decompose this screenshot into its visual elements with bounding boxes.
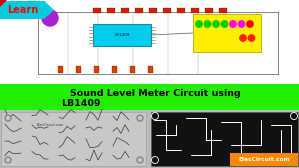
Bar	[219, 8, 227, 13]
Bar	[130, 66, 135, 73]
Bar	[205, 8, 213, 13]
Circle shape	[230, 21, 236, 27]
Bar	[93, 8, 101, 13]
Text: Learn: Learn	[7, 5, 38, 15]
Bar	[0, 0, 299, 84]
Bar	[193, 14, 261, 52]
Bar	[148, 66, 153, 73]
Circle shape	[238, 21, 245, 27]
Circle shape	[204, 21, 211, 27]
Circle shape	[221, 21, 228, 27]
Circle shape	[138, 117, 141, 120]
Circle shape	[7, 117, 10, 120]
Circle shape	[5, 115, 11, 121]
Circle shape	[137, 157, 143, 163]
Bar	[177, 8, 185, 13]
Circle shape	[247, 21, 253, 27]
Circle shape	[196, 21, 202, 27]
Bar	[93, 24, 151, 46]
Bar	[135, 8, 143, 13]
Bar	[149, 8, 157, 13]
Circle shape	[7, 158, 10, 161]
Circle shape	[5, 157, 11, 163]
Circle shape	[248, 35, 255, 41]
Circle shape	[138, 158, 141, 161]
Polygon shape	[0, 0, 7, 7]
Circle shape	[240, 35, 246, 41]
Bar	[191, 8, 199, 13]
Bar	[121, 8, 129, 13]
Circle shape	[42, 10, 58, 26]
Circle shape	[213, 21, 219, 27]
Text: LB1409: LB1409	[61, 99, 100, 108]
Bar	[107, 8, 115, 13]
Text: ElecCircuit.com: ElecCircuit.com	[238, 157, 290, 162]
Text: Sound Level Meter Circuit using: Sound Level Meter Circuit using	[70, 89, 241, 98]
Bar	[76, 66, 81, 73]
Text: LB1409: LB1409	[114, 33, 130, 37]
Bar	[0, 84, 299, 110]
Bar	[112, 66, 117, 73]
Bar	[163, 8, 171, 13]
Text: ElecCircuit.com: ElecCircuit.com	[37, 123, 64, 127]
Bar	[0, 110, 299, 168]
Bar	[58, 66, 63, 73]
Bar	[230, 153, 298, 166]
Bar	[1, 112, 146, 166]
Polygon shape	[0, 1, 54, 19]
Bar	[94, 66, 99, 73]
Bar	[151, 112, 298, 166]
Circle shape	[137, 115, 143, 121]
